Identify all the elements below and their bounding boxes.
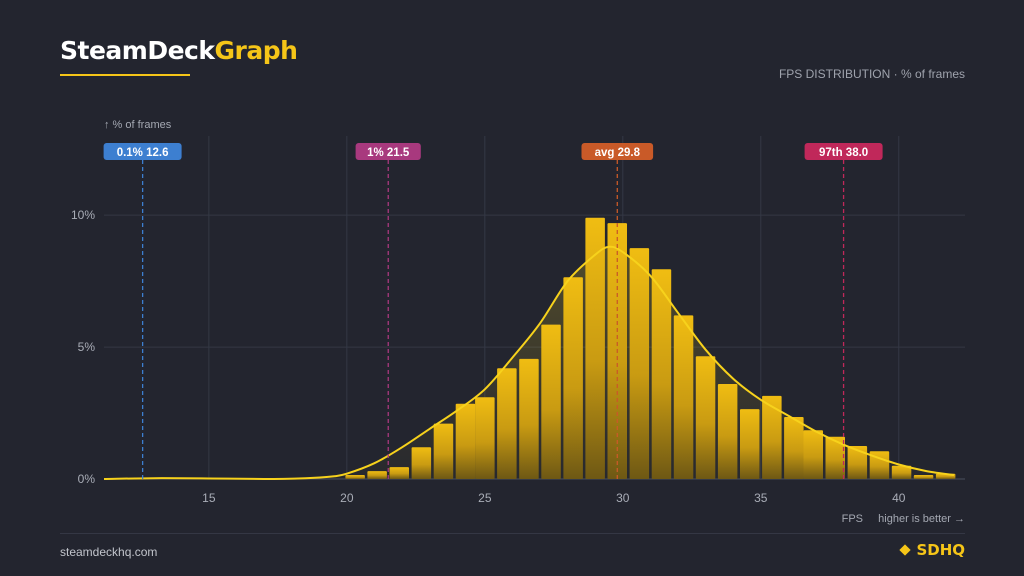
- marker-badge: [355, 143, 421, 160]
- x-tick-label: 35: [754, 491, 768, 505]
- x-tick-label: 30: [616, 491, 630, 505]
- histogram-bar: [825, 436, 845, 479]
- histogram-bar: [803, 430, 823, 479]
- marker-label: 0.1% 12.6: [117, 147, 169, 159]
- histogram-bar: [913, 475, 934, 479]
- footer-divider: [60, 533, 965, 534]
- histogram-bar: [455, 403, 476, 479]
- marker-label: 1% 21.5: [367, 147, 410, 159]
- marker-badge: [103, 143, 182, 160]
- x-tick-label: 20: [340, 491, 354, 505]
- y-axis-label: ↑ % of frames: [104, 119, 172, 131]
- x-axis-label: FPS: [842, 513, 863, 525]
- histogram-bar: [585, 217, 605, 480]
- brand-title-part1: SteamDeck: [60, 36, 215, 65]
- histogram-bar: [367, 471, 387, 479]
- y-tick-label: 5%: [78, 340, 96, 354]
- marker-label: avg 29.8: [595, 147, 641, 159]
- y-tick-label: 10%: [71, 208, 95, 222]
- sdhq-logo: SDHQ: [899, 541, 965, 559]
- histogram-bar: [847, 446, 868, 479]
- x-tick-label: 40: [892, 491, 906, 505]
- brand-title-part2: Graph: [214, 36, 298, 65]
- sdhq-logo-text: SDHQ: [916, 541, 965, 559]
- histogram-bar: [541, 324, 561, 479]
- histogram-bar: [784, 417, 804, 479]
- histogram-bar: [695, 356, 716, 479]
- footer-url: steamdeckhq.com: [60, 545, 158, 559]
- histogram-bar: [762, 395, 782, 479]
- x-axis-note: higher is better →: [878, 513, 965, 525]
- histogram-bar: [563, 277, 583, 479]
- axes: ↑ % of frames FPS higher is better →: [104, 119, 965, 525]
- brand-underline: [60, 74, 190, 76]
- brand-title: SteamDeckGraph: [60, 36, 298, 65]
- percentile-markers: 0.1% 12.6 1% 21.5 avg 29.8 97th 38.0: [103, 143, 883, 479]
- marker-label: 97th 38.0: [819, 147, 868, 159]
- marker-badge: [581, 143, 654, 160]
- histogram-bar: [629, 248, 650, 479]
- histogram-bars: [345, 217, 956, 480]
- histogram-bar: [673, 315, 694, 479]
- histogram-bar: [869, 451, 890, 479]
- marker-badge: [804, 143, 883, 160]
- diamond-icon: [899, 544, 912, 556]
- histogram-bar: [475, 397, 495, 479]
- histogram-bar: [651, 269, 672, 479]
- histogram-bar: [411, 447, 432, 479]
- y-tick-label: 0%: [78, 472, 96, 486]
- density-line: [103, 245, 955, 480]
- x-tick-label: 25: [478, 491, 492, 505]
- histogram-bar: [433, 423, 454, 479]
- chart-subtitle: FPS DISTRIBUTION · % of frames: [778, 67, 965, 81]
- histogram-bar: [497, 368, 517, 479]
- histogram-bar: [389, 467, 409, 479]
- density-curve: [103, 245, 955, 480]
- x-tick-label: 15: [202, 491, 216, 505]
- histogram-bar: [891, 465, 912, 479]
- histogram-bar: [519, 358, 539, 479]
- histogram-bar: [345, 475, 365, 479]
- histogram-bar: [740, 409, 760, 479]
- histogram-bar: [717, 384, 738, 479]
